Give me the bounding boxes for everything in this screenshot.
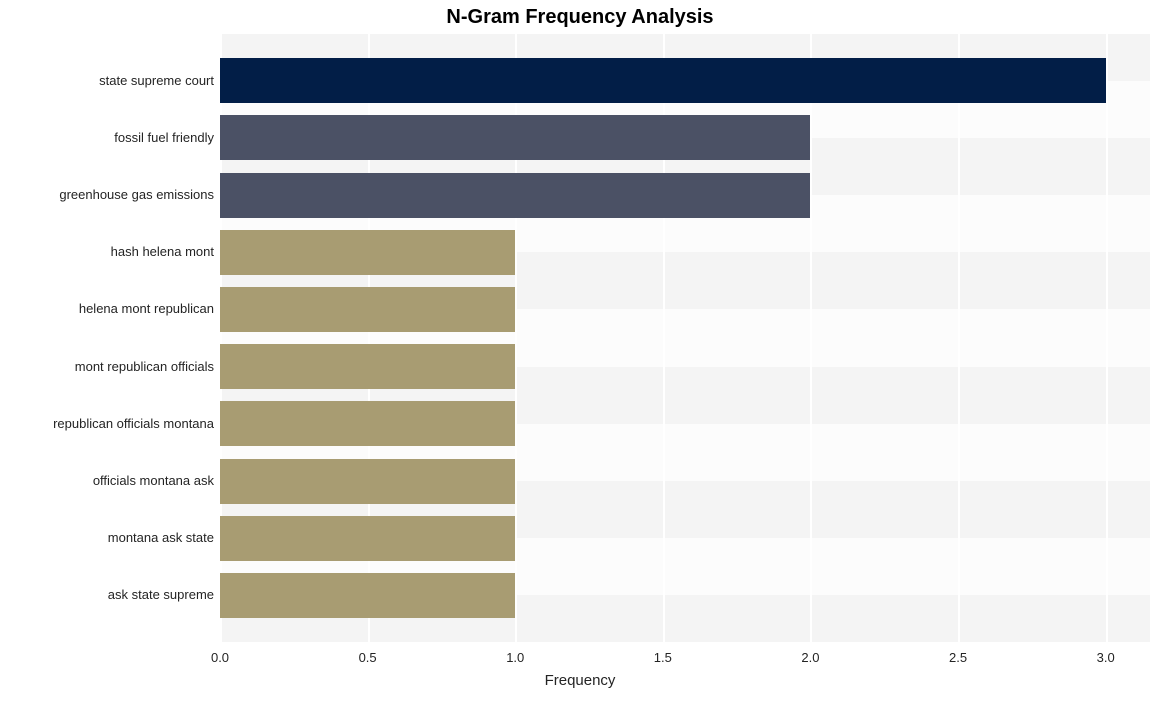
x-axis-tick-label: 2.0 [801,650,819,665]
y-axis-category-label: montana ask state [4,531,214,545]
y-axis-category-label: greenhouse gas emissions [4,188,214,202]
x-gridline [958,34,960,642]
x-axis-tick-label: 1.5 [654,650,672,665]
x-axis-tick-label: 1.0 [506,650,524,665]
x-axis-tick-label: 2.5 [949,650,967,665]
bar [220,401,515,446]
bar [220,516,515,561]
x-axis-tick-label: 0.0 [211,650,229,665]
y-axis-category-label: officials montana ask [4,474,214,488]
bar [220,173,810,218]
y-axis-category-label: ask state supreme [4,588,214,602]
y-axis-category-label: republican officials montana [4,417,214,431]
x-axis-tick-label: 0.5 [359,650,377,665]
x-axis-label: Frequency [0,672,1160,689]
y-axis-category-label: hash helena mont [4,245,214,259]
y-axis-category-label: mont republican officials [4,360,214,374]
chart-title: N-Gram Frequency Analysis [0,6,1160,29]
bar [220,287,515,332]
x-gridline [1106,34,1108,642]
bar [220,230,515,275]
bar [220,58,1106,103]
y-axis-category-label: fossil fuel friendly [4,131,214,145]
bar [220,459,515,504]
plot-area [220,34,1150,642]
x-axis-tick-label: 3.0 [1097,650,1115,665]
bar [220,344,515,389]
y-axis-category-label: helena mont republican [4,302,214,316]
bar [220,573,515,618]
y-axis-category-label: state supreme court [4,74,214,88]
bar [220,115,810,160]
ngram-frequency-chart: N-Gram Frequency Analysis Frequency stat… [0,0,1160,701]
x-gridline [810,34,812,642]
